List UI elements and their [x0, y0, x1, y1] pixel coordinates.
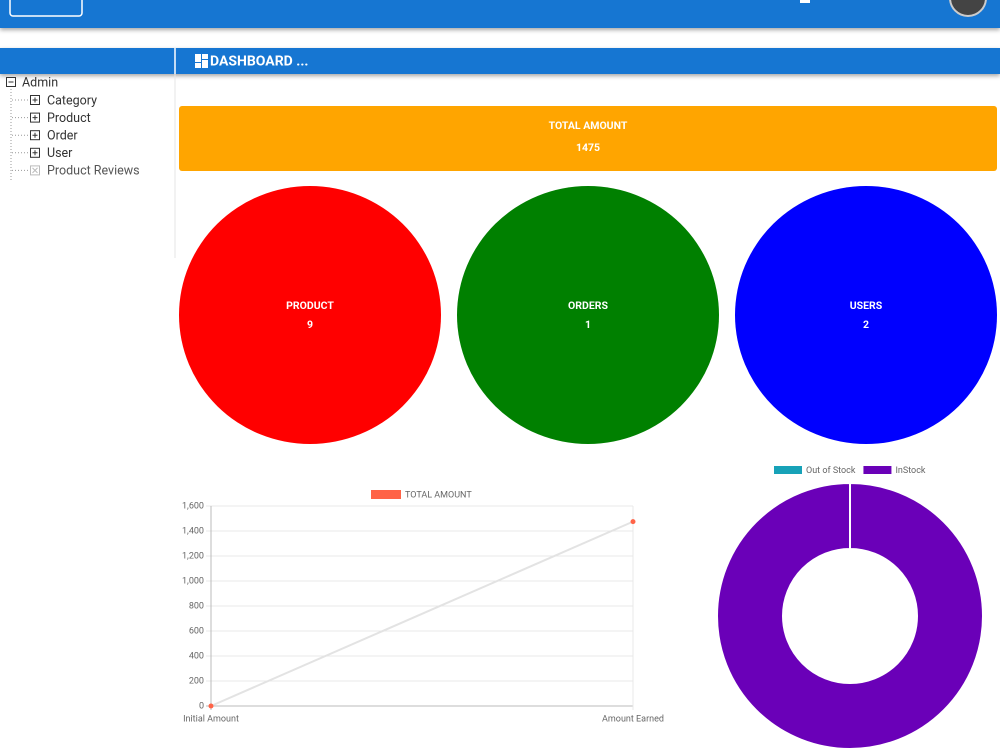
legend-swatch	[371, 490, 401, 499]
y-tick-label: 1,400	[182, 526, 204, 536]
stat-label: ORDERS	[568, 299, 608, 312]
total-value: 1475	[576, 141, 600, 154]
y-tick-label: 0	[199, 701, 204, 711]
point	[630, 519, 636, 525]
stat-circles: PRODUCT 9 ORDERS 1 USERS 2	[179, 186, 997, 444]
line	[210, 520, 634, 707]
leaf-icon	[32, 167, 38, 174]
tree-item[interactable]: Order	[47, 128, 78, 143]
expand-plus	[32, 132, 38, 138]
app-bar	[0, 0, 1000, 28]
charts: 0 200 400 600 800 1,000 1,200 1,400 1,600 Initial…	[182, 466, 984, 750]
expand-plus	[32, 115, 38, 121]
y-tick-label: 200	[189, 676, 204, 686]
tree-items: Category Product Order User Product Reviews	[12, 93, 140, 179]
tree-item[interactable]: Category	[47, 93, 97, 108]
total-label: TOTAL AMOUNT	[549, 119, 628, 132]
tree-root[interactable]: Admin	[22, 75, 58, 90]
legend-swatch	[774, 466, 802, 474]
legend-swatch	[863, 466, 892, 474]
page-title: DASHBOARD ...	[210, 54, 308, 70]
stat-label: PRODUCT	[286, 299, 334, 312]
stat-circle	[179, 186, 441, 444]
legend-label: Out of Stock	[806, 466, 856, 476]
expand-plus	[32, 97, 38, 103]
avatar[interactable]	[949, 0, 987, 17]
point	[208, 703, 214, 709]
y-tick-label: 800	[189, 601, 204, 611]
stat-value: 9	[307, 318, 313, 331]
x-tick-label: Initial Amount	[183, 714, 239, 724]
tree-item[interactable]: Product Reviews	[47, 164, 140, 179]
legend-label: InStock	[895, 466, 925, 476]
stat-value: 1	[585, 318, 591, 331]
y-tick-label: 600	[189, 626, 204, 636]
doughnut-segment	[716, 481, 984, 750]
dashboard-icon	[195, 54, 208, 68]
stat-circle	[457, 186, 719, 444]
tree-item[interactable]: Product	[47, 111, 91, 126]
stat-value: 2	[863, 318, 869, 331]
tree-item[interactable]: User	[47, 146, 73, 161]
stat-label: USERS	[850, 299, 883, 312]
y-tick-label: 1,200	[182, 551, 204, 561]
y-tick-label: 1,600	[182, 501, 204, 511]
total-card	[179, 106, 997, 171]
logo[interactable]	[9, 0, 83, 17]
cart-icon[interactable]	[800, 0, 810, 3]
x-tick-label: Amount Earned	[602, 714, 664, 724]
expand-plus	[32, 150, 38, 156]
stat-circle	[735, 186, 997, 444]
legend-label: TOTAL AMOUNT	[405, 490, 472, 500]
section-bar	[0, 48, 1000, 74]
y-tick-label: 400	[189, 651, 204, 661]
y-tick-label: 1,000	[182, 576, 204, 586]
